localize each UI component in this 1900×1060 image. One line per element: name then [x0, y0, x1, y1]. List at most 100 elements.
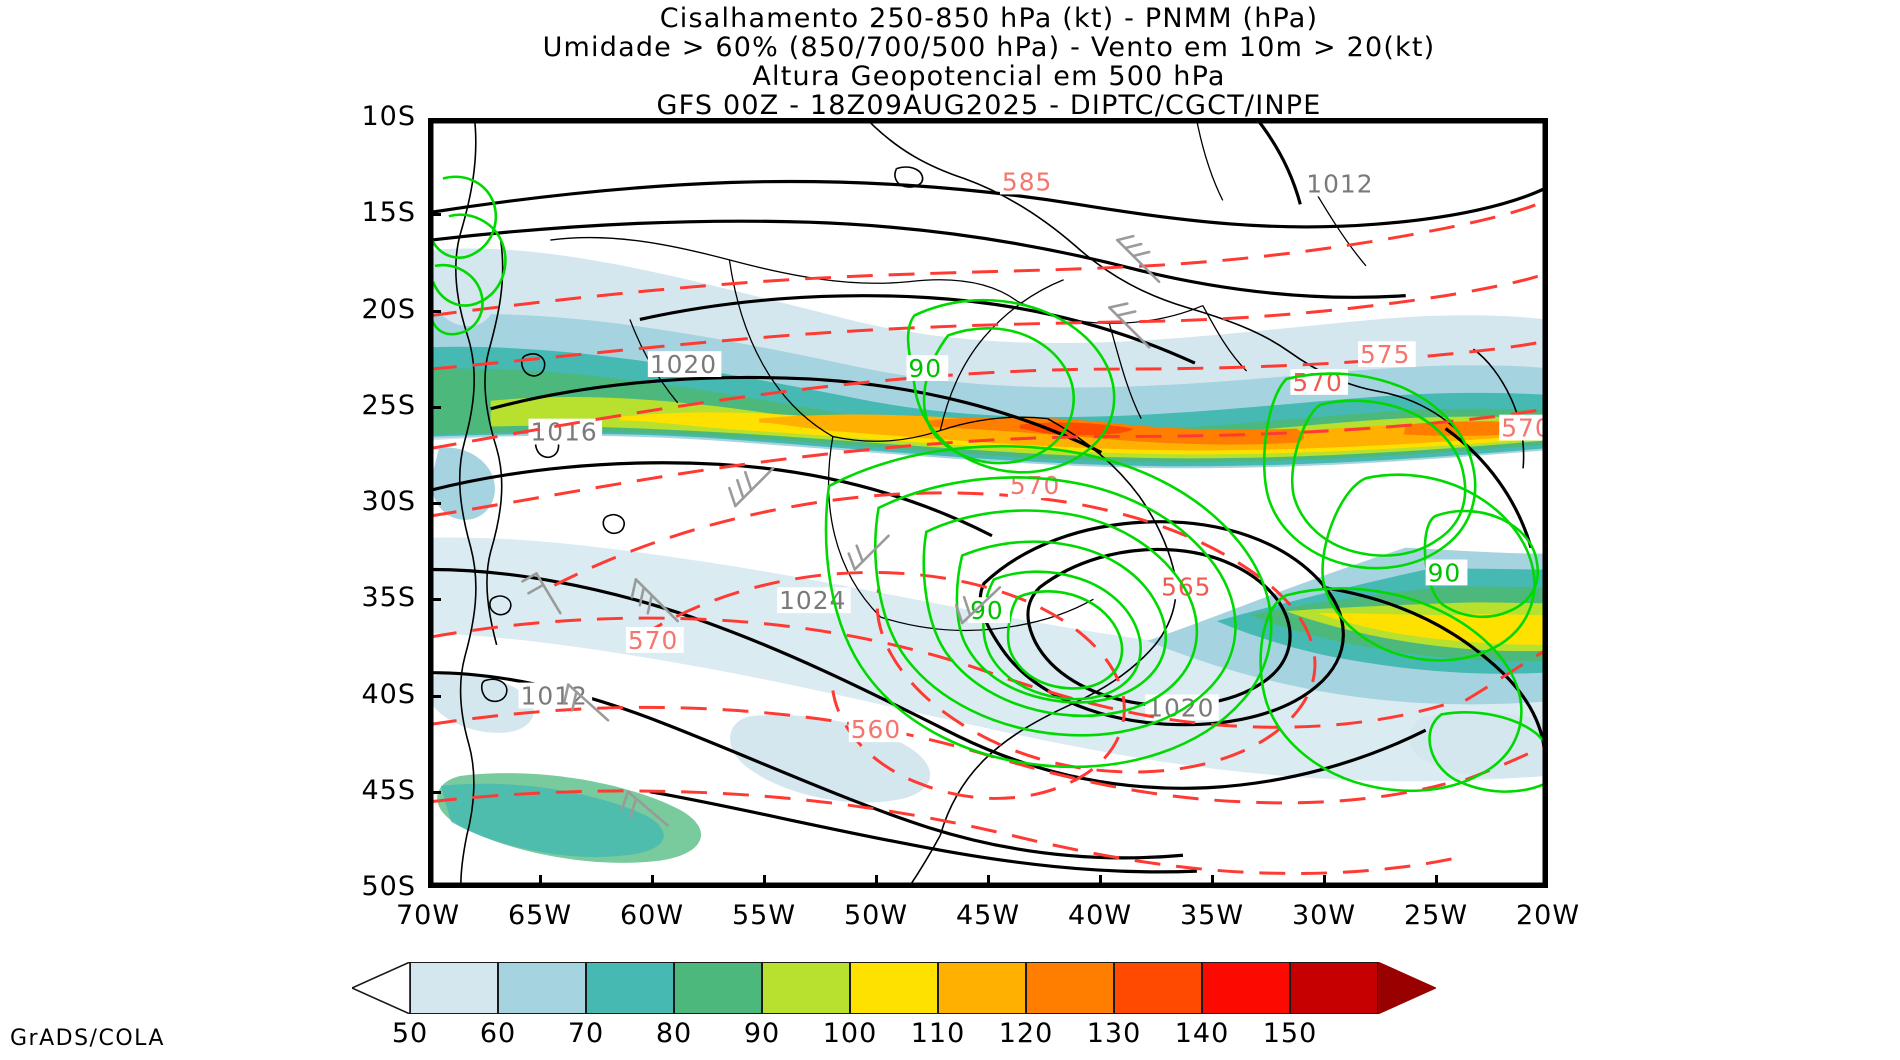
- isobar-label-1012-sw: 1012: [521, 681, 588, 710]
- colorbar-tick-100: 100: [822, 1018, 878, 1049]
- colorbar-cell-4: [674, 962, 762, 1014]
- x-tick-mark: [1099, 875, 1102, 888]
- y-tick-mark: [428, 405, 441, 409]
- x-tick-mark: [651, 875, 654, 888]
- y-tick-mark: [428, 502, 441, 505]
- colorbar-tick-80: 80: [655, 1018, 693, 1049]
- y-tick-mark: [428, 790, 441, 794]
- x-tick-label-50w: 50W: [843, 900, 909, 931]
- y-tick-label-50s: 50S: [361, 871, 416, 902]
- colorbar-tick-110: 110: [910, 1018, 966, 1049]
- geop-label-575: 575: [1360, 340, 1410, 369]
- isobar-label-1020-s: 1020: [1147, 693, 1214, 722]
- shear-band-100-se: [1318, 613, 1545, 645]
- colorbar-tick-60: 60: [479, 1018, 517, 1049]
- y-tick-label-15s: 15S: [361, 197, 416, 229]
- x-tick-label-30w: 30W: [1291, 900, 1357, 931]
- colorbar-cell-9: [1114, 962, 1202, 1014]
- map-canvas: 1012 1020 1024 1020 1012 1016: [431, 121, 1545, 885]
- geopotential-contour-labels: 585 575 570 570 570 565 570 560: [625, 167, 1545, 744]
- pnmm-isobar-labels: 1012 1020 1024 1020 1012 1016: [518, 169, 1376, 722]
- wind-barb-sebr: [1108, 302, 1151, 349]
- geop-label-570-sw: 570: [628, 626, 678, 655]
- wind-barb-cyclone-e: [954, 586, 1002, 625]
- x-tick-mark: [539, 875, 542, 888]
- y-tick-label-20s: 20S: [361, 293, 416, 325]
- wind-barb-cyclone-sw: [630, 578, 679, 623]
- humidity-contour-layer: [431, 175, 1545, 793]
- y-tick-label-25s: 25S: [361, 389, 416, 421]
- wind-barb-far-sw: [562, 683, 610, 722]
- colorbar-cell-11: [1290, 962, 1378, 1014]
- chart-title-line-3: Altura Geopotencial em 500 hPa: [752, 61, 1226, 92]
- y-tick-label-30s: 30S: [361, 486, 416, 517]
- wind-barb-ne: [1116, 234, 1161, 284]
- y-tick-label-45s: 45S: [361, 774, 416, 806]
- geop-label-585: 585: [1002, 167, 1052, 196]
- x-tick-mark: [875, 875, 878, 888]
- isobar-label-1012-n: 1012: [1306, 169, 1373, 198]
- shear-shading-layer: [431, 248, 1545, 863]
- x-tick-mark: [1323, 875, 1326, 888]
- y-tick-label-10s: 10S: [361, 101, 416, 132]
- geop-label-570-c: 570: [1010, 471, 1060, 500]
- x-tick-label-45w: 45W: [955, 900, 1021, 931]
- shear-band-50-south: [431, 537, 1545, 782]
- map-plot-area: 1012 1020 1024 1020 1012 1016: [428, 118, 1548, 888]
- colorbar-cell-7: [938, 962, 1026, 1014]
- x-tick-label-35w: 35W: [1179, 900, 1245, 931]
- humidity-contour-labels: 90 90 90: [906, 354, 1468, 625]
- x-tick-label-25w: 25W: [1403, 900, 1469, 931]
- x-tick-label-20w: 20W: [1515, 900, 1581, 931]
- grads-credit: GrADS/COLA: [10, 1026, 165, 1051]
- colorbar-tick-130: 130: [1086, 1018, 1142, 1049]
- humidity-label-90-n: 90: [908, 354, 942, 383]
- wind-barb-sw-atl: [521, 572, 562, 615]
- colorbar-cell-5: [762, 962, 850, 1014]
- isobar-label-1020-n: 1020: [650, 350, 717, 379]
- shear-patch-pac-sw: [431, 673, 534, 733]
- colorbar-arrow-min: [350, 960, 411, 1016]
- pnmm-isobar-layer: [431, 121, 1545, 874]
- title-block: Cisalhamento 250-850 hPa (kt) - PNMM (hP…: [0, 4, 1900, 120]
- x-tick-mark: [763, 875, 766, 888]
- colorbar-tick-90: 90: [743, 1018, 781, 1049]
- shear-patch-andes-n: [431, 268, 495, 327]
- x-tick-label-55w: 55W: [731, 900, 797, 931]
- colorbar-cell-8: [1026, 962, 1114, 1014]
- colorbar-tick-120: 120: [998, 1018, 1054, 1049]
- colorbar-tick-150: 150: [1262, 1018, 1318, 1049]
- x-tick-mark: [987, 875, 990, 888]
- colorbar-cell-6: [850, 962, 938, 1014]
- chart-title-line-2: Umidade > 60% (850/700/500 hPa) - Vento …: [542, 32, 1436, 63]
- x-tick-mark: [1211, 875, 1214, 888]
- colorbar-tick-140: 140: [1174, 1018, 1230, 1049]
- y-tick-mark: [428, 309, 441, 313]
- colorbar-cell-2: [498, 962, 586, 1014]
- y-tick-mark: [428, 598, 441, 602]
- wind-barb-mid-south: [847, 534, 890, 571]
- geop-label-560: 560: [851, 715, 901, 744]
- geop-label-570-n: 570: [1292, 368, 1342, 397]
- colorbar-cell-1: [410, 962, 498, 1014]
- x-tick-label-60w: 60W: [619, 900, 685, 931]
- chart-title-line-4: GFS 00Z - 18Z09AUG2025 - DIPTC/CGCT/INPE: [656, 90, 1322, 121]
- wind-barb-cyclone-nw: [728, 466, 775, 508]
- colorbar-cell-10: [1202, 962, 1290, 1014]
- x-tick-label-70w: 70W: [395, 900, 461, 931]
- y-tick-mark: [428, 694, 441, 698]
- y-tick-label-35s: 35S: [361, 582, 416, 614]
- x-tick-label-40w: 40W: [1067, 900, 1133, 931]
- shear-patch-sw-teal: [440, 783, 664, 858]
- colorbar-tick-50: 50: [391, 1018, 429, 1049]
- x-tick-label-65w: 65W: [507, 900, 573, 931]
- wind-barb-layer: [521, 234, 1161, 827]
- y-tick-label-40s: 40S: [361, 678, 416, 710]
- geop-label-570-e: 570: [1501, 414, 1545, 443]
- wind-barb-bottom: [620, 790, 670, 827]
- colorbar: 50 60 70 80 90 100 110 120 130 140 150: [350, 960, 1438, 1049]
- y-tick-mark: [428, 213, 441, 217]
- isobar-label-1016: 1016: [530, 418, 597, 447]
- colorbar-arrow-max: [1377, 961, 1438, 1015]
- humidity-label-90-e: 90: [1428, 558, 1462, 587]
